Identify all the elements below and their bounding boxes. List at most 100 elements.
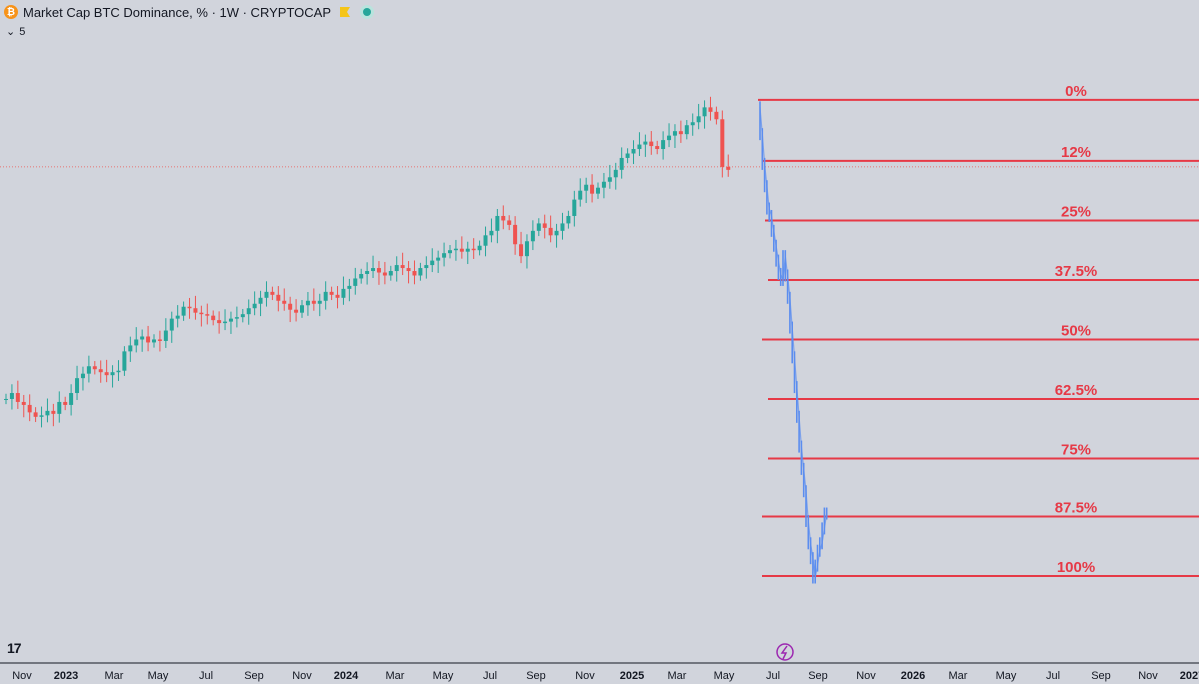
- candle: [554, 223, 559, 248]
- candle: [459, 236, 464, 259]
- candle: [495, 208, 500, 244]
- fib-level-label: 62.5%: [1055, 382, 1098, 399]
- x-tick-label: Mar: [668, 670, 687, 682]
- x-tick-label: 2023: [54, 670, 78, 682]
- candle: [341, 276, 346, 305]
- candle: [223, 309, 228, 331]
- candle-body: [436, 257, 441, 261]
- candle: [205, 303, 210, 325]
- fib-level: 0%: [758, 83, 1199, 101]
- candle-body: [258, 297, 263, 304]
- candle-body: [566, 215, 571, 224]
- candle: [104, 359, 109, 383]
- fib-level-label: 50%: [1061, 322, 1091, 339]
- candle-body: [459, 248, 464, 252]
- candle-body: [382, 272, 387, 276]
- candle-body: [75, 378, 80, 394]
- candle-body: [341, 288, 346, 298]
- candle: [714, 106, 719, 125]
- candle: [252, 291, 257, 316]
- candle-body: [217, 320, 222, 324]
- candle-body: [631, 149, 636, 154]
- x-tick-label: Sep: [244, 670, 264, 682]
- flag-icon[interactable]: [340, 7, 350, 17]
- candle-body: [246, 308, 251, 315]
- candle-body: [590, 184, 595, 194]
- market-status-icon[interactable]: [363, 8, 371, 16]
- candle: [436, 250, 441, 273]
- x-tick-label: 2025: [620, 670, 644, 682]
- candle-body: [228, 318, 233, 322]
- x-tick-label: Jul: [1046, 670, 1060, 682]
- candle-body: [15, 393, 20, 402]
- candle: [471, 238, 476, 259]
- candle: [122, 346, 127, 376]
- candle: [684, 120, 689, 140]
- candle: [678, 120, 683, 143]
- candle-body: [495, 215, 500, 231]
- candle-body: [542, 223, 547, 228]
- candle-body: [128, 345, 133, 352]
- fib-level: 87.5%: [762, 500, 1199, 518]
- candle: [584, 177, 589, 204]
- candle: [708, 96, 713, 121]
- fibonacci-levels[interactable]: 0% 12% 25% 37.5% 50% 62.5% 75% 87.5% 100%: [758, 83, 1199, 578]
- candle: [667, 123, 672, 148]
- candle-body: [347, 285, 352, 289]
- candle-body: [122, 351, 127, 371]
- candle-body: [696, 116, 701, 123]
- candle: [175, 305, 180, 328]
- candle: [311, 288, 316, 311]
- chart-header: ₿ Market Cap BTC Dominance, % · 1W · CRY…: [4, 3, 371, 21]
- candle: [619, 147, 624, 179]
- candle-body: [157, 339, 162, 341]
- lightning-icon[interactable]: [776, 643, 794, 661]
- candle-body: [453, 248, 458, 251]
- candle-body: [708, 107, 713, 112]
- candle: [690, 113, 695, 136]
- candle-body: [276, 294, 281, 301]
- candle: [146, 325, 151, 352]
- candle-body: [471, 248, 476, 251]
- candle-body: [199, 312, 204, 315]
- x-tick-label: Mar: [105, 670, 124, 682]
- indicators-toggle[interactable]: ⌄ 5: [6, 25, 25, 39]
- candle: [75, 365, 80, 401]
- candle: [4, 393, 8, 405]
- candle-body: [152, 339, 156, 343]
- candle: [536, 218, 541, 237]
- candle-body: [536, 223, 541, 231]
- candle-body: [477, 245, 482, 251]
- candle: [696, 103, 701, 130]
- candle: [69, 384, 74, 416]
- candle-body: [9, 393, 14, 399]
- candle: [661, 131, 666, 160]
- candle: [489, 218, 494, 243]
- fib-level-label: 25%: [1061, 203, 1091, 220]
- x-tick-label: Nov: [575, 670, 595, 682]
- candle: [353, 267, 358, 295]
- candle-body: [240, 314, 245, 318]
- candle: [513, 216, 518, 255]
- candle-body: [311, 300, 316, 304]
- candle: [152, 334, 156, 348]
- candle: [649, 131, 654, 155]
- candle-body: [501, 215, 506, 221]
- candle: [110, 365, 115, 388]
- candle: [305, 292, 310, 316]
- fib-level: 100%: [762, 559, 1199, 578]
- candle-body: [613, 169, 618, 178]
- fib-level: 62.5%: [768, 382, 1199, 400]
- candle-body: [655, 146, 660, 150]
- x-tick-label: Jul: [199, 670, 213, 682]
- candle-body: [601, 181, 606, 188]
- candle: [578, 178, 583, 207]
- tradingview-logo-icon: 17: [7, 640, 22, 656]
- candle: [376, 261, 381, 285]
- candle: [116, 360, 121, 381]
- candle: [181, 301, 186, 321]
- candle-body: [305, 300, 310, 306]
- x-tick-label: May: [996, 670, 1017, 682]
- candle-body: [181, 306, 186, 316]
